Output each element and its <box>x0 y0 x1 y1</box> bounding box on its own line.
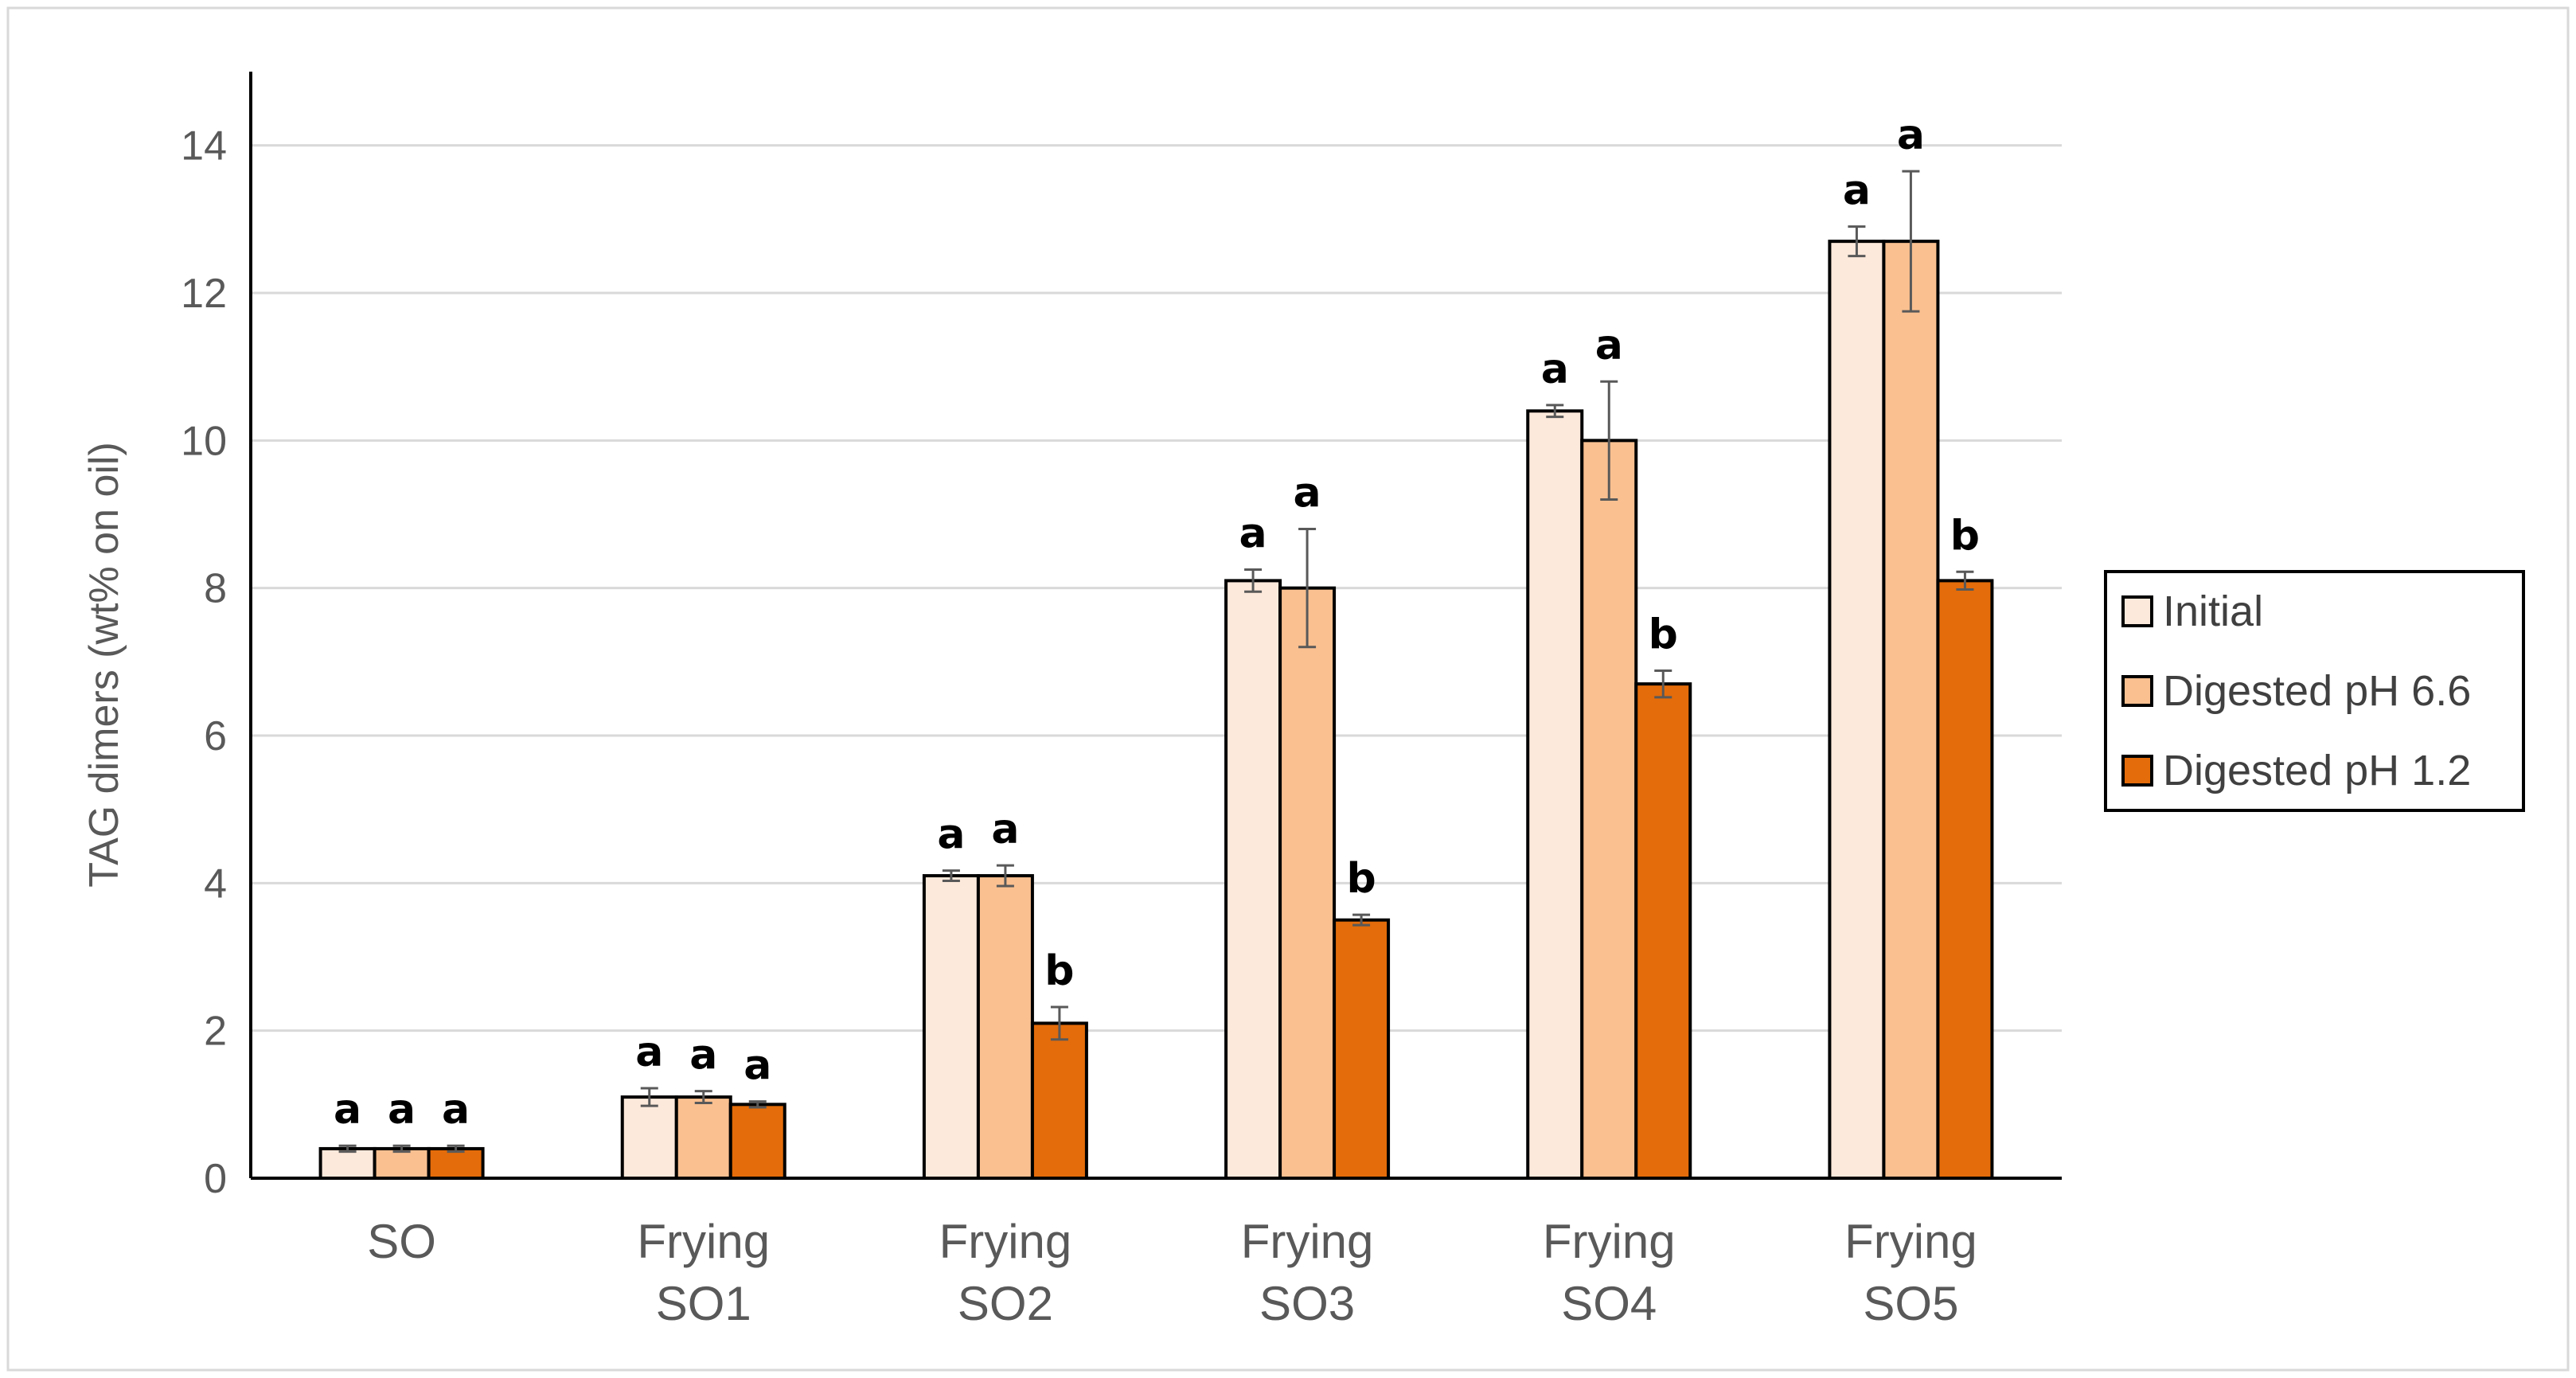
significance-label: b <box>1346 855 1376 903</box>
bar <box>1580 439 1638 1180</box>
legend-swatch <box>2121 595 2153 627</box>
x-category-label: SO3 <box>1259 1277 1355 1330</box>
significance-label: a <box>1897 111 1925 159</box>
legend-box <box>2104 570 2525 812</box>
y-tick-label: 2 <box>204 1009 227 1055</box>
significance-label: a <box>442 1086 470 1134</box>
bar <box>1882 240 1940 1181</box>
gridlines <box>251 144 2062 1033</box>
significance-label: a <box>937 811 965 859</box>
x-category-label: SO5 <box>1863 1277 1958 1330</box>
significance-label: a <box>1843 167 1871 215</box>
bars <box>318 170 1994 1181</box>
significance-label: a <box>1239 510 1267 558</box>
bar <box>1634 682 1692 1180</box>
y-axis-title: TAG dimers (wt% on oil) <box>81 442 127 888</box>
significance-label: a <box>991 806 1019 853</box>
significance-label: a <box>635 1029 663 1076</box>
y-tick-label: 4 <box>204 861 227 907</box>
legend-label: Digested pH 6.6 <box>2163 667 2471 715</box>
legend-swatch <box>2121 675 2153 707</box>
bar <box>1030 1021 1088 1181</box>
x-category-label: SO1 <box>656 1277 751 1330</box>
significance-label: b <box>1649 611 1678 658</box>
y-tick-label: 6 <box>204 713 227 759</box>
legend: Initial Digested pH 6.6 Digested pH 1.2 <box>2104 570 2525 812</box>
significance-label: a <box>1294 470 1321 517</box>
bar <box>922 874 980 1180</box>
bar <box>427 1146 485 1181</box>
x-category-label: Frying <box>1844 1215 1977 1268</box>
bar <box>620 1095 678 1180</box>
bar <box>1936 579 1994 1180</box>
bar <box>318 1146 377 1181</box>
legend-label: Digested pH 1.2 <box>2163 747 2471 794</box>
y-tick-label: 14 <box>181 123 227 170</box>
bar <box>1828 240 1886 1181</box>
significance-label: b <box>1950 512 1980 560</box>
significance-label: a <box>744 1042 771 1090</box>
y-tick-label: 8 <box>204 566 227 612</box>
bar <box>1278 586 1337 1180</box>
legend-label: Initial <box>2163 588 2263 635</box>
bar <box>373 1146 431 1181</box>
y-tick-label: 12 <box>181 271 227 317</box>
axes <box>249 72 2062 1180</box>
bar <box>1224 579 1282 1180</box>
x-category-label: Frying <box>939 1215 1072 1268</box>
bar <box>728 1103 786 1181</box>
y-tick-label: 10 <box>181 418 227 464</box>
significance-label: a <box>689 1032 717 1079</box>
significance-label: a <box>388 1086 416 1134</box>
significance-label: b <box>1044 947 1074 995</box>
x-category-label: SO4 <box>1561 1277 1657 1330</box>
significance-label: a <box>334 1086 361 1134</box>
legend-swatch <box>2121 755 2153 787</box>
bar <box>674 1095 732 1180</box>
y-tick-label: 0 <box>204 1156 227 1202</box>
bar <box>1333 918 1391 1180</box>
bar <box>976 874 1034 1180</box>
significance-label: a <box>1595 322 1623 369</box>
bar <box>1526 409 1584 1180</box>
x-category-label: Frying <box>1241 1215 1374 1268</box>
x-category-label: SO <box>367 1215 436 1268</box>
x-category-label: Frying <box>1543 1215 1676 1268</box>
significance-label: a <box>1541 345 1569 393</box>
x-category-label: Frying <box>637 1215 770 1268</box>
x-category-label: SO2 <box>958 1277 1053 1330</box>
